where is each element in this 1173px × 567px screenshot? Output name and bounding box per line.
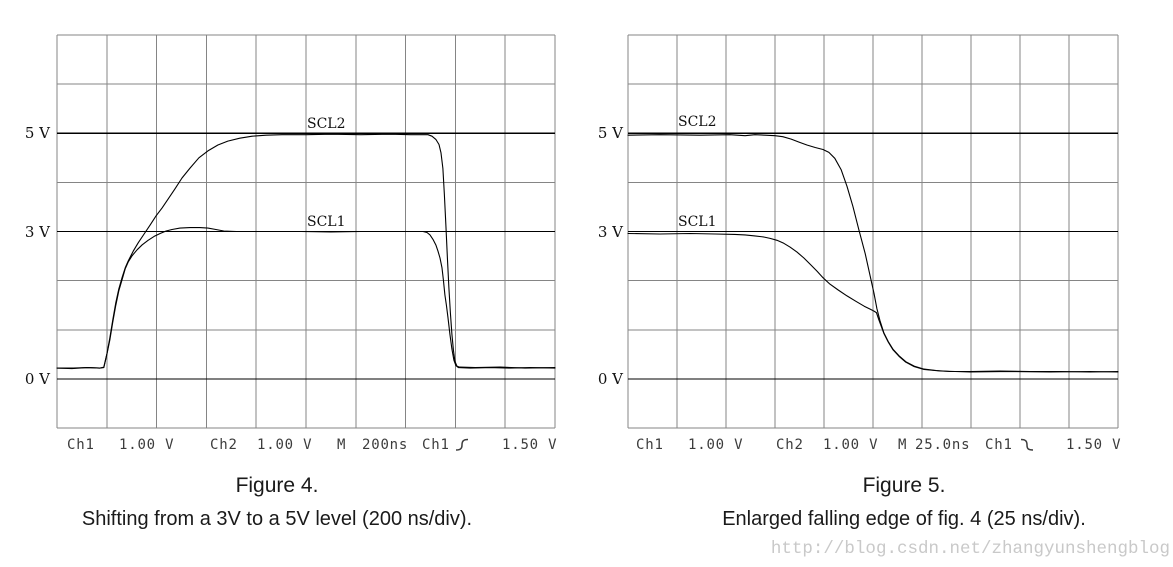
figure5-caption: Enlarged falling edge of fig. 4 (25 ns/d…: [722, 508, 1086, 530]
figure5-title: Figure 5.: [862, 474, 946, 497]
figure4-title: Figure 4.: [235, 474, 319, 497]
y-axis-label-5v: 5 V: [25, 124, 51, 142]
readout-trigger-source: Ch1: [985, 437, 1013, 453]
scope-figure5-plot: [627, 34, 1119, 429]
scope-figure4-readout: Ch1 1.00 V Ch2 1.00 V M 200ns Ch1 1.50 V: [67, 437, 557, 453]
readout-timebase: 25.0ns: [915, 437, 970, 453]
trace-scl1: [56, 227, 556, 369]
y-axis-label-0v: 0 V: [25, 370, 51, 388]
readout-m-label: M: [337, 437, 346, 453]
readout-ch2-scale: 1.00 V: [257, 437, 312, 453]
scope-figure5-readout: Ch1 1.00 V Ch2 1.00 V M 25.0ns Ch1 1.50 …: [636, 437, 1121, 453]
trace-label-scl1: SCL1: [307, 214, 346, 230]
y-axis-label-0v: 0 V: [598, 370, 624, 388]
trace-label-scl2: SCL2: [307, 116, 346, 132]
y-axis-label-3v: 3 V: [598, 223, 624, 241]
trace-label-scl1: SCL1: [678, 214, 717, 230]
figure5-caption-block: Figure 5. Enlarged falling edge of fig. …: [684, 474, 1124, 531]
readout-trigger-level: 1.50 V: [1066, 437, 1121, 453]
rising-edge-trigger-icon: [455, 438, 469, 451]
readout-ch2-label: Ch2: [776, 437, 804, 453]
figure4-caption: Shifting from a 3V to a 5V level (200 ns…: [81, 508, 473, 530]
readout-ch1-label: Ch1: [67, 437, 95, 453]
scope-figure4-plot: [56, 34, 556, 429]
readout-ch1-label: Ch1: [636, 437, 664, 453]
readout-trigger-source: Ch1: [422, 437, 450, 453]
readout-trigger-level: 1.50 V: [502, 437, 557, 453]
readout-m-label: M: [898, 437, 907, 453]
watermark-url: http://blog.csdn.net/zhangyunshengblog: [770, 539, 1170, 559]
figure4-caption-block: Figure 4. Shifting from a 3V to a 5V lev…: [57, 474, 497, 531]
y-axis-label-3v: 3 V: [25, 223, 51, 241]
readout-ch1-scale: 1.00 V: [688, 437, 743, 453]
scope-figure4: 5 V 3 V 0 V SCL2 SCL1 Ch1 1.00 V Ch2 1.0…: [25, 34, 557, 453]
readout-ch1-scale: 1.00 V: [119, 437, 174, 453]
readout-ch2-scale: 1.00 V: [823, 437, 878, 453]
readout-ch2-label: Ch2: [210, 437, 238, 453]
trace-scl1: [627, 232, 1119, 373]
scope-figure5: 5 V 3 V 0 V SCL2 SCL1 Ch1 1.00 V Ch2 1.0…: [598, 34, 1121, 453]
readout-timebase: 200ns: [362, 437, 408, 453]
y-axis-label-5v: 5 V: [598, 124, 624, 142]
falling-edge-trigger-icon: [1020, 438, 1034, 451]
trace-label-scl2: SCL2: [678, 114, 717, 130]
